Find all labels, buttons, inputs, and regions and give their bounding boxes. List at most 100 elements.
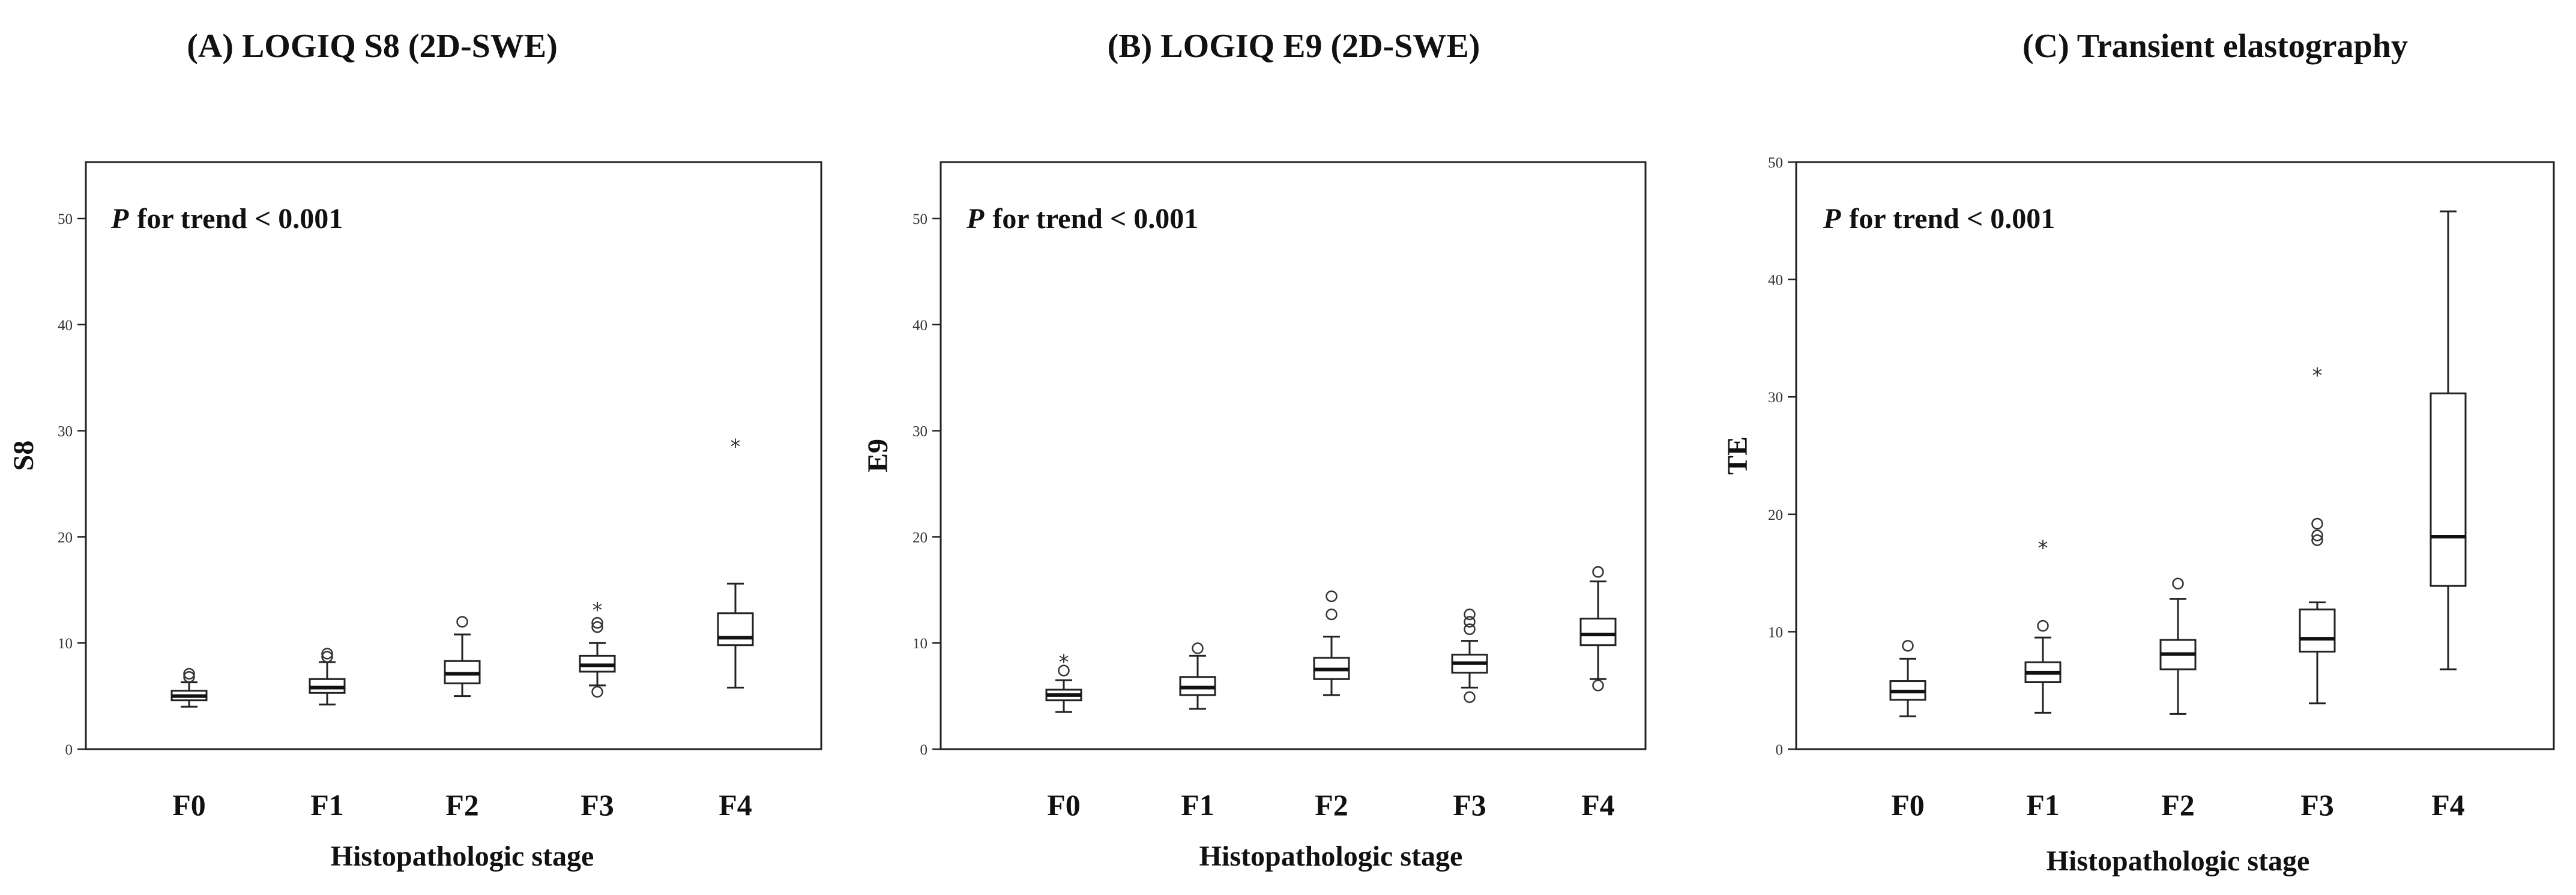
category-label: F2 [2161,788,2195,822]
y-axis-title: S8 [8,441,40,471]
y-tick-label: 10 [58,636,73,652]
y-tick-label: 20 [58,529,73,546]
category-label: F1 [310,788,344,822]
category-label: F0 [1047,788,1081,822]
box-f3: * [579,598,616,698]
box-f2 [2159,577,2197,715]
outlier-marker [1464,623,1476,635]
y-tick-label: 50 [1768,155,1783,171]
y-tick-label: 20 [912,529,928,546]
box-f4 [1579,565,1617,692]
box-f2 [1313,590,1350,696]
outlier-marker [1592,680,1604,692]
x-axis-title: Histopathologic stage [2047,845,2310,877]
outlier-marker [1058,664,1070,677]
panel-title: (C) Transient elastography [2022,28,2408,65]
category-label: F0 [1891,788,1925,822]
p-symbol: P [110,203,129,235]
outlier-marker [456,616,468,628]
extreme-marker: * [593,598,603,622]
panel-b: (B) LOGIQ E9 (2D-SWE) 0 10 20 30 40 50 E9 P for t… [862,28,1647,872]
y-tick-label: 40 [58,318,73,334]
category-label: F4 [2431,788,2465,822]
y-tick-label: 10 [1768,624,1783,640]
extreme-marker: * [2312,364,2323,388]
panel-c: (C) Transient elastography 0 10 20 30 40 50 TE P… [1722,28,2555,877]
y-tick-label: 10 [912,636,928,652]
y-tick-label: 20 [1768,507,1783,523]
extreme-marker: * [1059,650,1069,674]
category-label: F2 [1315,788,1348,822]
extreme-marker: * [731,435,741,459]
outlier-marker [1902,640,1914,652]
panel-a: (A) LOGIQ S8 (2D-SWE) 0 10 20 30 40 50 S8 P for t… [8,28,822,872]
y-axis-title: TE [1722,436,1754,475]
plot-frame [1795,161,2555,750]
outlier-marker [591,621,603,633]
outlier-marker [591,686,603,698]
outlier-marker [2311,534,2323,546]
box-f1 [1179,642,1216,710]
panel-title: (A) LOGIQ S8 (2D-SWE) [187,28,558,65]
y-tick-label: 50 [912,211,928,228]
y-tick-label: 40 [912,318,928,334]
box-f4: * [717,435,754,689]
box-iqr [2299,608,2336,653]
category-label: F2 [445,788,479,822]
y-tick-label: 30 [1768,390,1783,406]
y-tick-label: 50 [58,211,73,228]
box-f1 [309,648,346,706]
box-f0 [1889,640,1926,717]
outlier-marker [2172,577,2184,589]
box-f2 [444,616,481,698]
category-label: F0 [172,788,206,822]
p-trend-text: for trend < 0.001 [1849,203,2055,235]
outlier-marker [2037,619,2049,632]
category-label: F1 [1181,788,1214,822]
box-iqr [2430,392,2467,587]
box-f1: * [2024,537,2062,714]
outlier-marker [1464,616,1476,628]
y-tick-label: 0 [65,742,73,758]
outlier-marker [1326,590,1338,603]
p-trend-text: for trend < 0.001 [137,203,343,235]
outlier-marker [1464,691,1476,704]
extreme-marker: * [2038,537,2048,561]
category-label: F3 [581,788,614,822]
y-tick-label: 0 [1776,742,1784,758]
category-label: F3 [2300,788,2334,822]
category-label: F3 [1453,788,1486,822]
box-f4 [2430,210,2467,670]
x-axis-title: Histopathologic stage [331,840,594,872]
category-label: F4 [719,788,752,822]
category-label: F4 [1581,788,1615,822]
outlier-marker [1592,565,1604,578]
box-iqr [717,612,754,646]
outlier-marker [321,648,333,660]
outlier-marker [183,671,195,683]
y-axis-title: E9 [862,439,894,472]
outlier-marker [2311,529,2323,541]
category-label: F1 [2026,788,2060,822]
box-f3: * [2299,364,2336,705]
outlier-marker [321,651,333,663]
box-f3 [1451,608,1488,704]
plot-frame [85,161,822,750]
outlier-marker [1464,608,1476,621]
y-tick-label: 30 [58,424,73,440]
y-tick-label: 0 [920,742,928,758]
box-iqr [1579,618,1617,646]
y-tick-label: 30 [912,424,928,440]
panel-title: (B) LOGIQ E9 (2D-SWE) [1108,28,1480,65]
plot-frame [940,161,1647,750]
box-f0 [170,667,208,708]
y-tick-label: 40 [1768,273,1783,289]
x-axis-title: Histopathologic stage [1199,840,1463,872]
outlier-marker [183,667,195,680]
outlier-marker [2311,517,2323,530]
outlier-marker [1326,608,1338,621]
outlier-marker [1192,642,1204,654]
box-f0: * [1045,650,1082,713]
